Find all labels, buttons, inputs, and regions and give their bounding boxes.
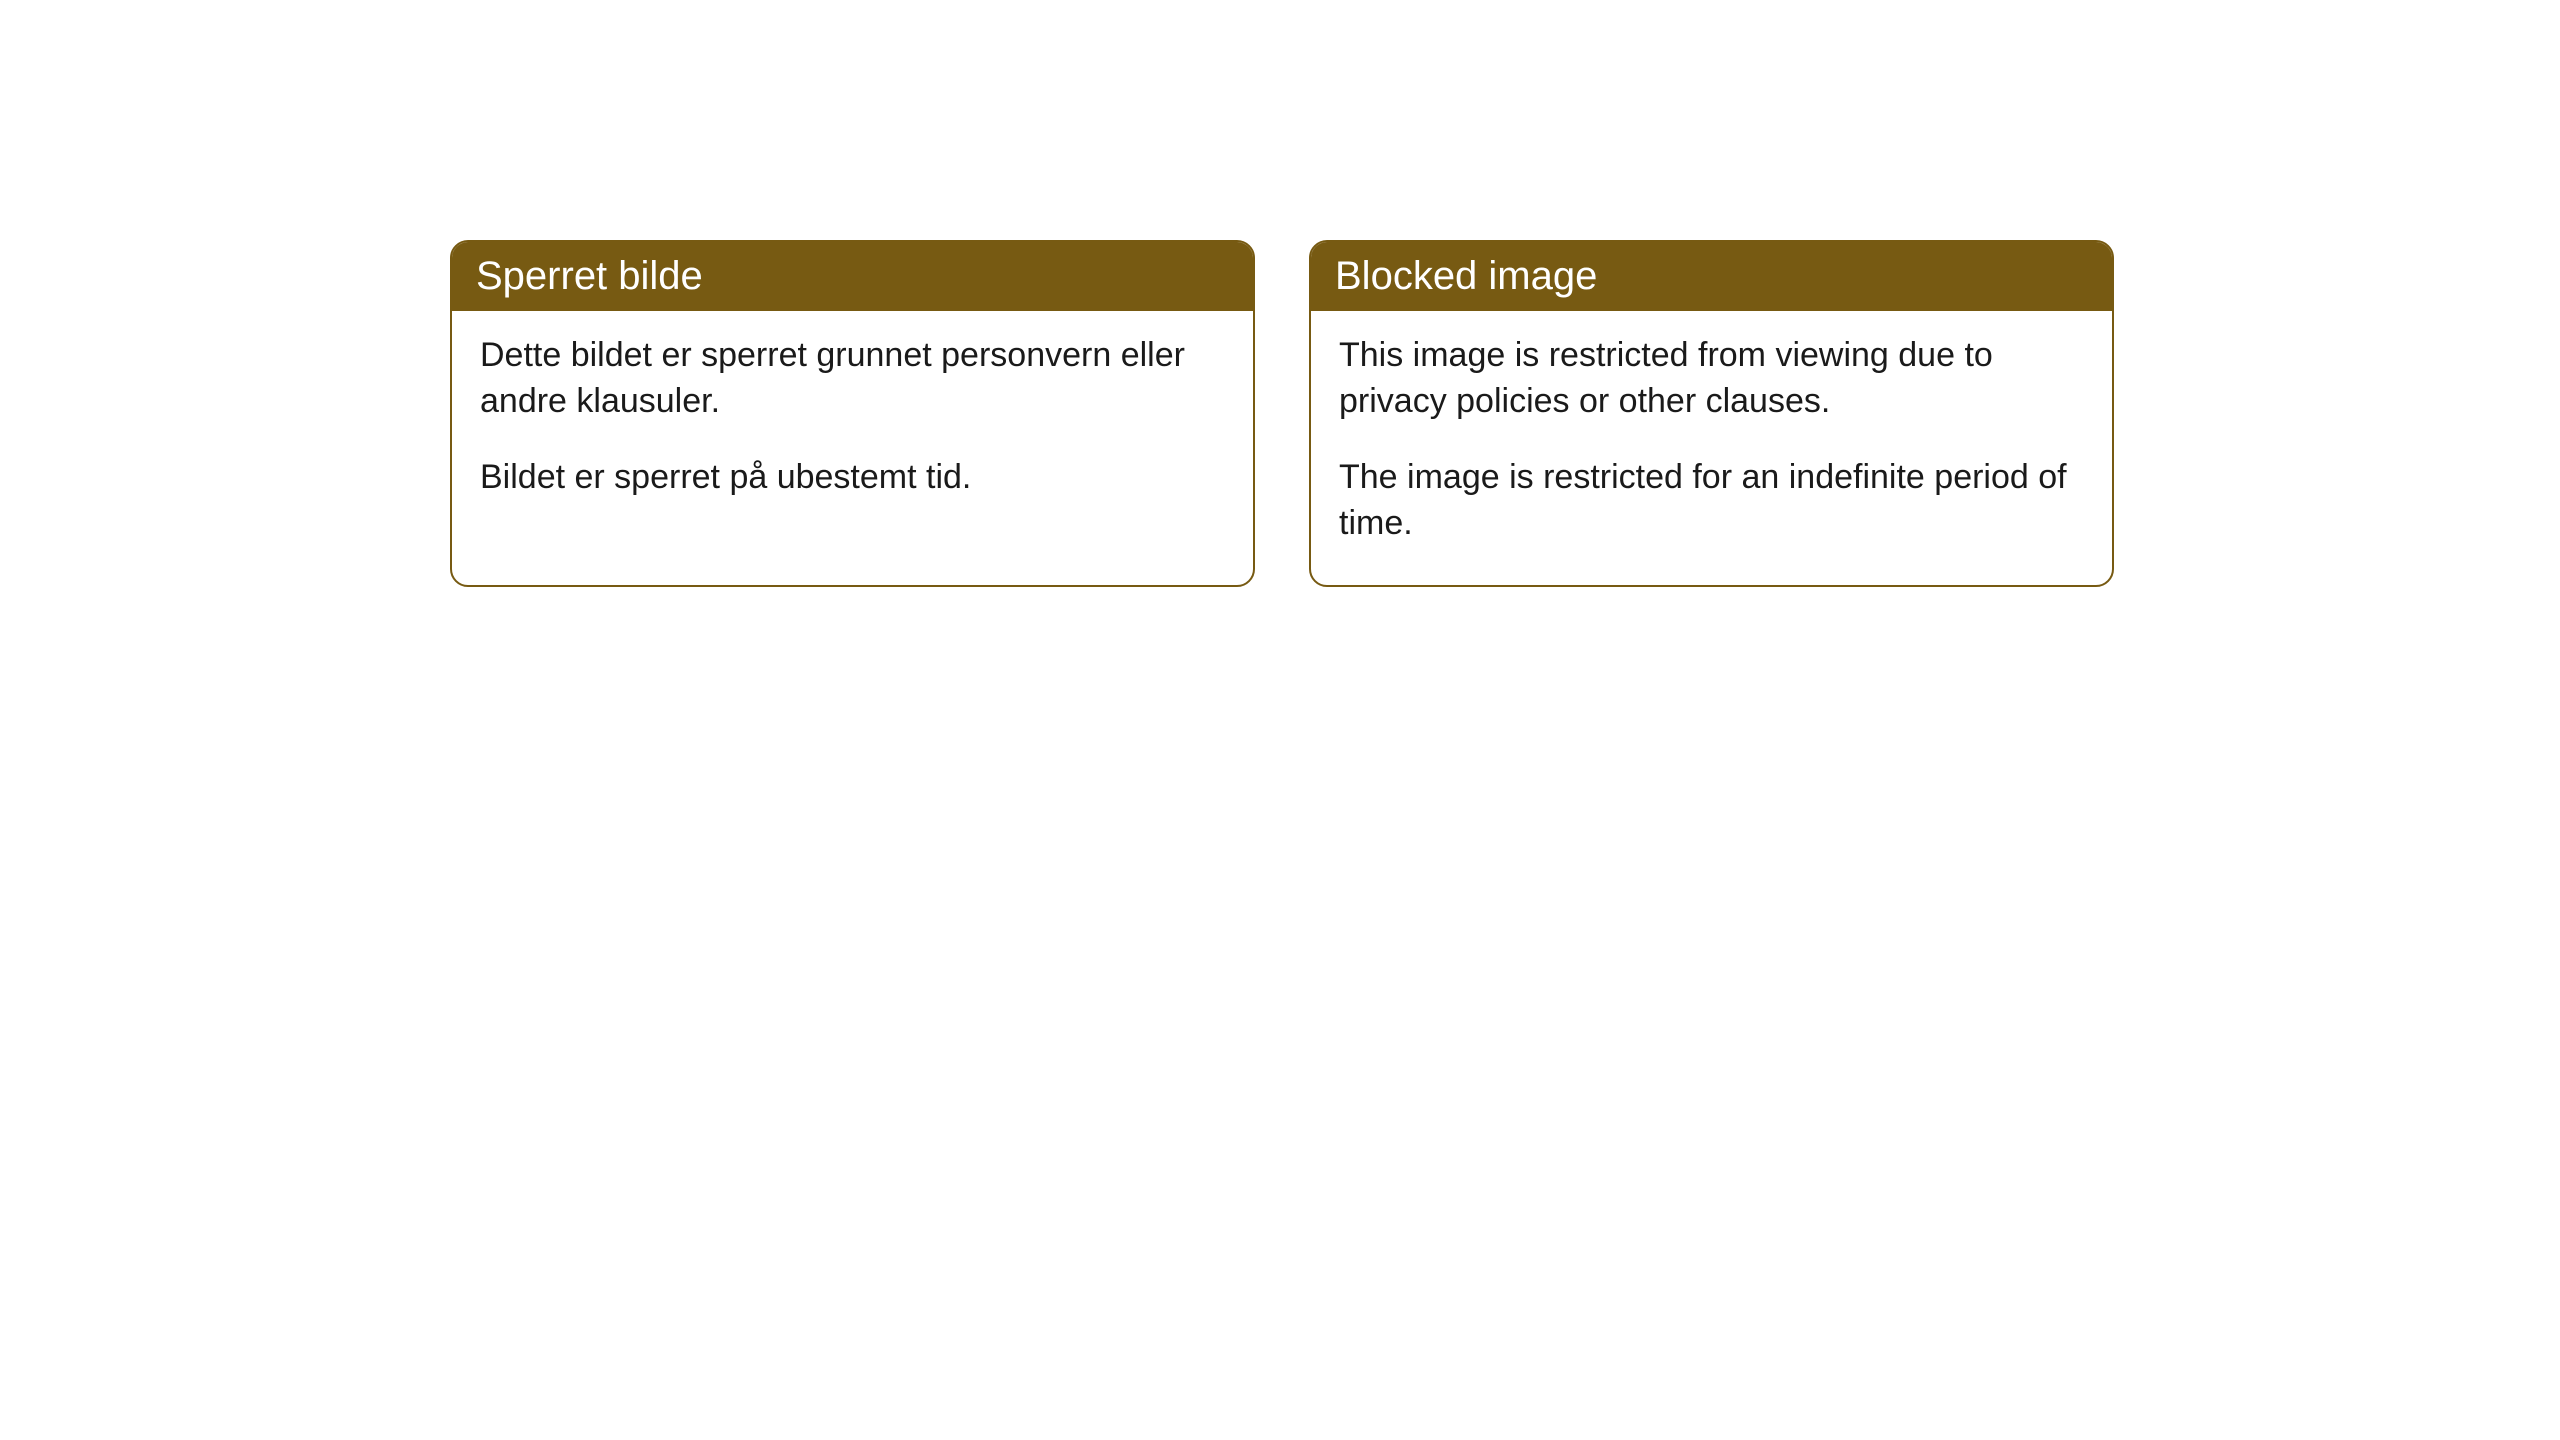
card-header-english: Blocked image xyxy=(1311,242,2112,311)
card-paragraph: Dette bildet er sperret grunnet personve… xyxy=(480,333,1225,425)
blocked-image-card-norwegian: Sperret bilde Dette bildet er sperret gr… xyxy=(450,240,1255,587)
card-title: Sperret bilde xyxy=(476,254,703,298)
card-header-norwegian: Sperret bilde xyxy=(452,242,1253,311)
card-body-english: This image is restricted from viewing du… xyxy=(1311,311,2112,585)
blocked-image-card-english: Blocked image This image is restricted f… xyxy=(1309,240,2114,587)
card-paragraph: The image is restricted for an indefinit… xyxy=(1339,455,2084,547)
card-paragraph: This image is restricted from viewing du… xyxy=(1339,333,2084,425)
card-title: Blocked image xyxy=(1335,254,1597,298)
notice-cards-container: Sperret bilde Dette bildet er sperret gr… xyxy=(450,240,2114,587)
card-paragraph: Bildet er sperret på ubestemt tid. xyxy=(480,455,1225,501)
card-body-norwegian: Dette bildet er sperret grunnet personve… xyxy=(452,311,1253,539)
